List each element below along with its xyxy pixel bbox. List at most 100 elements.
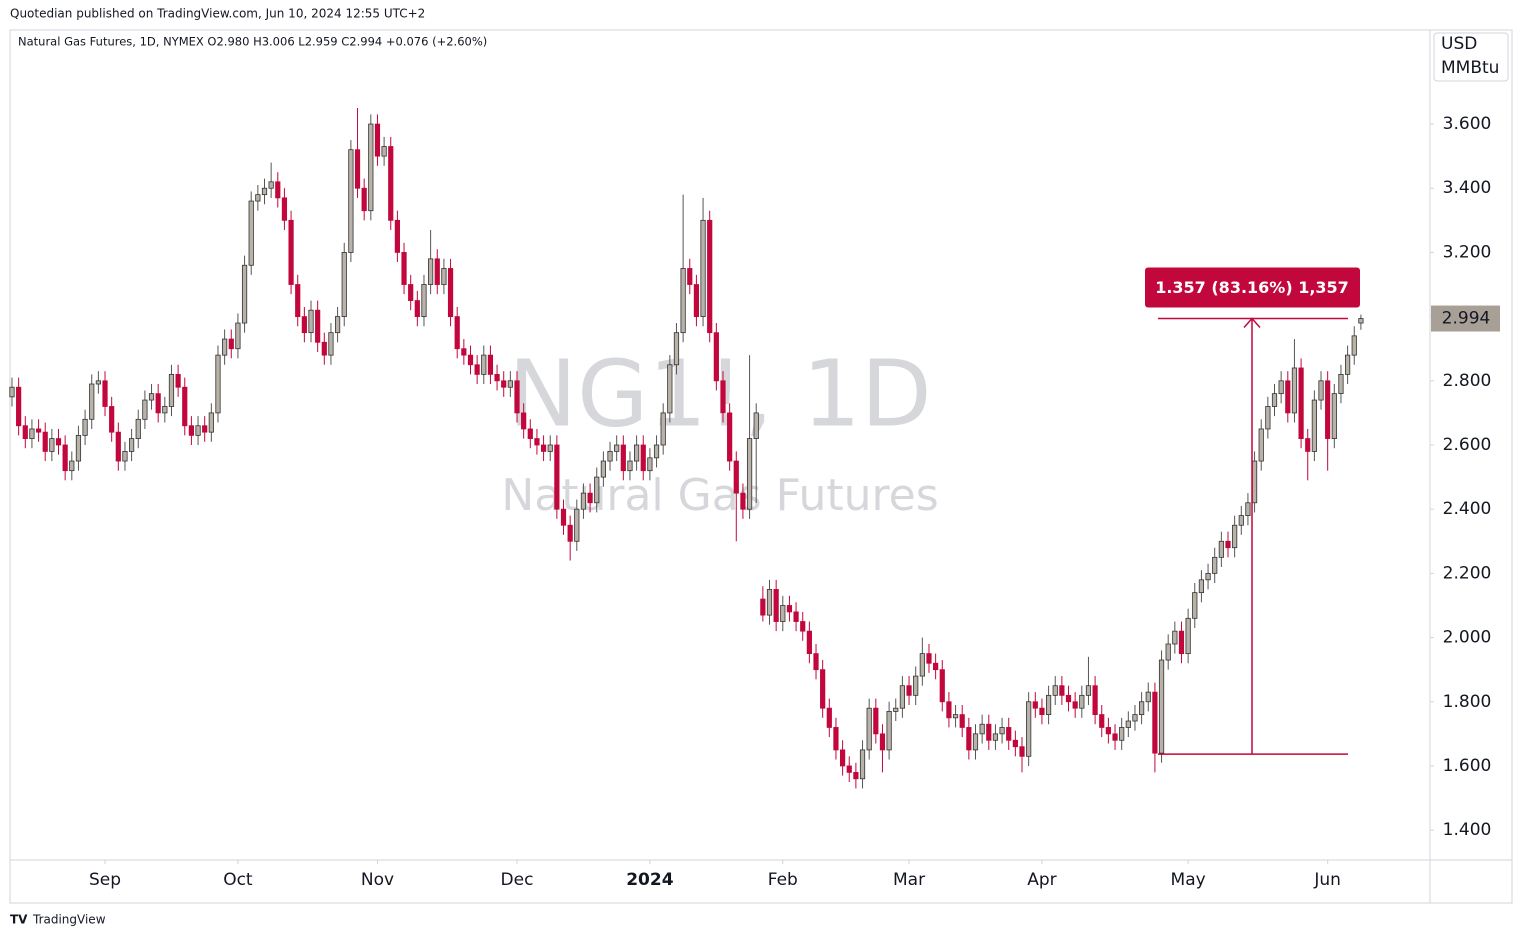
candle-body [1152, 691, 1158, 754]
candle-body [1072, 701, 1078, 709]
candle-body [241, 264, 248, 324]
candle-body [1345, 354, 1351, 375]
candle-body [1065, 694, 1072, 703]
candle-body [261, 187, 268, 196]
candle-body [62, 444, 68, 472]
candle-body [746, 438, 753, 510]
candle-body [1119, 727, 1125, 741]
candle-body [162, 406, 168, 414]
logo-mark: TV [10, 913, 28, 927]
y-tick-label: 2.200 [1443, 563, 1492, 583]
candle-body [540, 444, 547, 452]
candle-body [222, 338, 228, 356]
candle-body [634, 444, 640, 462]
candle-body [999, 727, 1005, 735]
y-tick-label: 2.600 [1443, 435, 1492, 455]
candle-body [75, 434, 82, 462]
candle-body [959, 714, 965, 728]
candle-body [574, 508, 580, 542]
candle-body [853, 771, 859, 780]
candle-body [1059, 685, 1065, 696]
candle-body [155, 393, 161, 414]
candle-body [1218, 540, 1224, 558]
last-price-box [1431, 305, 1500, 332]
y-tick-label: 2.800 [1443, 371, 1492, 391]
candle-body [720, 380, 726, 414]
candle-body [394, 219, 400, 253]
candle-body [806, 630, 812, 655]
candle-body [507, 380, 513, 388]
candle-body [95, 380, 101, 385]
candle-body [640, 444, 646, 472]
candle-body [1026, 701, 1032, 757]
candle-body [168, 373, 175, 407]
candle-body [441, 268, 447, 285]
y-tick-label: 1.600 [1443, 756, 1492, 776]
candle-body [547, 444, 553, 452]
candle-body [873, 707, 879, 735]
candle-body [228, 338, 234, 350]
candle-body [481, 354, 487, 375]
candle-body [773, 589, 779, 622]
candle-body [1338, 373, 1344, 395]
candle-body [148, 393, 155, 401]
y-tick-label: 3.400 [1443, 178, 1492, 198]
y-tick-label: 2.400 [1443, 499, 1492, 519]
y-tick-label: 3.600 [1443, 114, 1492, 134]
candle-body [693, 284, 700, 318]
candle-body [859, 749, 866, 780]
candle-body [673, 332, 680, 366]
candle-body [461, 348, 467, 356]
candle-body [1006, 727, 1012, 741]
candle-body [434, 258, 440, 285]
candle-body [653, 444, 660, 459]
candle-body [248, 200, 254, 266]
x-tick-label: Sep [89, 870, 121, 890]
candle-body [839, 749, 846, 767]
candle-body [182, 386, 188, 427]
candle-body [866, 707, 872, 751]
candle-body [414, 300, 420, 318]
logo: TradingView [32, 913, 106, 927]
x-tick-label: 2024 [626, 870, 673, 890]
candle-body [1271, 393, 1278, 407]
candle-body [487, 354, 494, 375]
candle-body [421, 284, 427, 318]
candle-body [115, 431, 121, 462]
candle-body [1245, 502, 1251, 517]
candle-body [700, 219, 706, 318]
candle-body [354, 149, 361, 189]
candle-body [680, 268, 686, 334]
candle-body [315, 309, 321, 343]
candle-body [16, 386, 22, 427]
candle-body [560, 508, 567, 526]
unit-box[interactable] [1433, 32, 1509, 82]
candle-body [275, 181, 281, 199]
candle-body [381, 146, 387, 157]
candle-body [780, 605, 786, 622]
candle-body [766, 589, 773, 616]
candle-body [687, 268, 693, 285]
candle-body [135, 418, 141, 439]
candle-body [800, 621, 806, 632]
publisher-note: Quotedian published on TradingView.com, … [10, 7, 425, 21]
candle-body [1232, 524, 1238, 549]
candle-body [713, 332, 719, 382]
candle-body [467, 354, 474, 366]
candle-body [972, 733, 979, 751]
candle-body [1125, 720, 1131, 728]
candle-body [295, 284, 301, 318]
candle-body [1278, 380, 1284, 395]
candle-body [374, 123, 381, 157]
candle-body [1019, 746, 1025, 757]
candle-body [620, 444, 626, 472]
candle-body [919, 653, 925, 677]
candle-body [820, 669, 826, 709]
candle-body [1139, 701, 1145, 716]
candle-body [1305, 438, 1311, 452]
candle-body [879, 733, 886, 751]
candle-body [1165, 643, 1171, 661]
candle-body [1052, 685, 1058, 696]
candle-body [49, 438, 55, 452]
